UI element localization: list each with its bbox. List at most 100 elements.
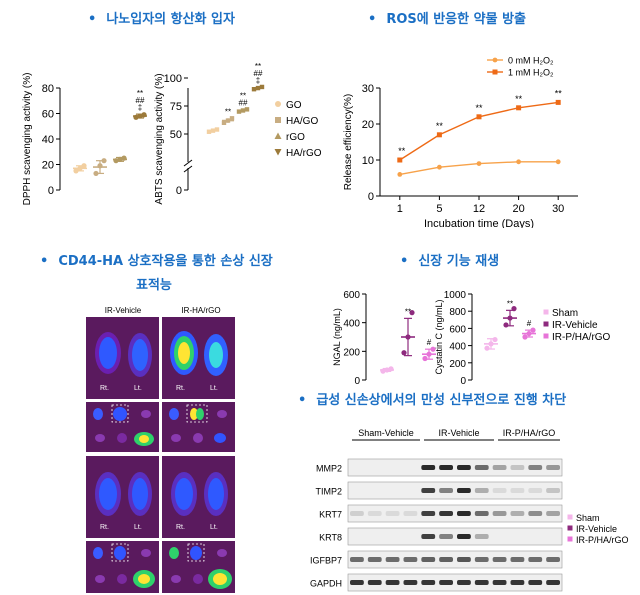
data-point bbox=[488, 341, 494, 347]
blot-band bbox=[546, 488, 560, 493]
organ-image-harGO-1 bbox=[162, 402, 235, 452]
data-point bbox=[73, 168, 79, 174]
legend-label: IR-Vehicle bbox=[552, 320, 598, 331]
y-tick-label: 0 bbox=[460, 376, 466, 387]
data-point bbox=[81, 163, 87, 169]
blot-row-label: IGFBP7 bbox=[310, 556, 342, 566]
y-tick-label: 80 bbox=[42, 83, 54, 95]
data-point bbox=[380, 368, 386, 374]
significance-label: ## bbox=[136, 96, 145, 105]
data-point bbox=[240, 108, 246, 113]
data-point bbox=[511, 306, 517, 312]
blot-band bbox=[457, 488, 471, 493]
blot-band bbox=[385, 511, 400, 516]
data-point bbox=[133, 114, 139, 120]
blot-band bbox=[439, 511, 453, 516]
y-tick-label: 60 bbox=[42, 109, 54, 121]
data-point bbox=[516, 105, 522, 111]
data-point bbox=[214, 127, 220, 132]
blot-strip bbox=[347, 527, 563, 546]
y-tick-label: 400 bbox=[343, 319, 360, 330]
heading-chronic-progression: • 급성 신손상에서의 만성 신부전으로 진행 차단 bbox=[298, 393, 567, 408]
blot-band bbox=[528, 465, 543, 470]
significance-label: ** bbox=[137, 89, 143, 98]
blot-strip bbox=[347, 458, 563, 477]
y-tick-label: 20 bbox=[362, 119, 374, 131]
legend-marker bbox=[567, 514, 573, 520]
blot-band bbox=[528, 511, 543, 516]
legend-label: rGO bbox=[286, 132, 305, 143]
data-point bbox=[405, 334, 411, 340]
legend-marker bbox=[567, 536, 573, 542]
kidney-image-harGO-2: Rt. Lt. bbox=[162, 456, 235, 538]
legend-label: Sham bbox=[576, 513, 600, 523]
data-point bbox=[221, 120, 227, 125]
blot-band bbox=[492, 580, 507, 585]
y-tick-label: 40 bbox=[42, 134, 54, 146]
dpph-chart: 0 20 40 60 80 DPPH scavenging activity (%) **#… bbox=[22, 73, 147, 206]
blot-band bbox=[385, 557, 400, 562]
data-point bbox=[397, 157, 403, 163]
blot-row-label: TIMP2 bbox=[315, 487, 342, 497]
blot-band bbox=[367, 511, 382, 516]
legend-label: HA/rGO bbox=[286, 148, 322, 159]
blot-band bbox=[457, 557, 471, 562]
y-tick-label: 0 bbox=[368, 191, 374, 203]
blot-band bbox=[421, 580, 436, 585]
y-tick-label: 0 bbox=[176, 185, 182, 197]
y-tick-label: 100 bbox=[164, 73, 182, 85]
blot-band bbox=[403, 557, 418, 562]
y-tick-label: 600 bbox=[343, 290, 360, 301]
blot-group-label: Sham-Vehicle bbox=[358, 428, 414, 438]
significance-label: ‡ bbox=[256, 76, 260, 85]
blot-band bbox=[474, 488, 489, 493]
data-point bbox=[555, 159, 561, 165]
y-tick-label: 50 bbox=[170, 129, 182, 141]
data-point bbox=[229, 116, 235, 121]
data-point bbox=[206, 129, 212, 134]
significance-label: ** bbox=[255, 62, 261, 71]
data-point bbox=[476, 161, 482, 166]
blot-band bbox=[492, 488, 507, 493]
legend-marker bbox=[543, 333, 549, 339]
blot-band bbox=[439, 488, 453, 493]
col-header-ir-harGO: IR-HA/rGO bbox=[181, 306, 221, 315]
data-point bbox=[77, 165, 83, 171]
y-axis-label: DPPH scavenging activity (%) bbox=[22, 73, 33, 206]
blot-band bbox=[528, 580, 543, 585]
blot-band bbox=[510, 580, 525, 585]
legend-label: IR-P/HA/rGO bbox=[576, 535, 629, 545]
axis-break bbox=[183, 159, 193, 167]
blot-band bbox=[474, 580, 489, 585]
heading-ros-release: • ROS에 반응한 약물 방출 bbox=[368, 12, 526, 27]
data-point bbox=[121, 155, 127, 161]
label-right-kidney: Rt. bbox=[100, 385, 109, 392]
data-point bbox=[101, 158, 107, 164]
significance-label: ** bbox=[405, 307, 411, 316]
y-axis-label: Release efficiency(%) bbox=[343, 94, 354, 191]
blot-band bbox=[528, 488, 543, 493]
label-right-kidney: Rt. bbox=[176, 385, 185, 392]
y-tick-label: 200 bbox=[343, 347, 360, 358]
heading-cd44-targeting-line2: 표적능 bbox=[136, 278, 172, 293]
heading-antioxidant: • 나노입자의 항산화 입자 bbox=[88, 12, 235, 27]
data-point bbox=[484, 345, 490, 351]
blot-band bbox=[350, 557, 364, 562]
data-point bbox=[436, 132, 442, 138]
significance-label: ## bbox=[254, 69, 263, 78]
col-header-ir-vehicle: IR-Vehicle bbox=[104, 306, 142, 315]
legend-marker bbox=[492, 57, 498, 63]
blot-band bbox=[421, 511, 436, 516]
blot-band bbox=[439, 465, 453, 470]
data-point bbox=[236, 109, 242, 114]
data-point bbox=[555, 99, 561, 105]
organ-image-harGO-2 bbox=[162, 541, 235, 593]
blot-band bbox=[546, 580, 560, 585]
significance-label: ** bbox=[436, 121, 444, 131]
organ-image-vehicle-1 bbox=[86, 402, 159, 452]
data-point bbox=[397, 172, 403, 177]
y-tick-label: 0 bbox=[48, 185, 54, 197]
label-left-kidney: Lt. bbox=[210, 524, 218, 531]
blot-band bbox=[492, 511, 507, 516]
